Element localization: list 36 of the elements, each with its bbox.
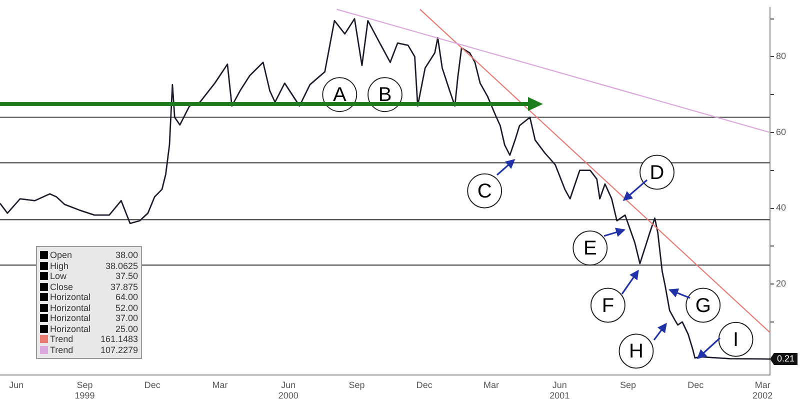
annotation: I <box>733 328 739 351</box>
annotation: H <box>628 340 644 363</box>
text: Horizontal 37.00 <box>50 313 138 324</box>
y-tick-label: 60 <box>776 126 786 137</box>
annotation: C <box>477 180 492 202</box>
x-tick-label: Jun 2001 <box>550 380 570 399</box>
annotation: 0.21 <box>777 354 795 364</box>
x-tick-label: Dec <box>144 380 161 390</box>
annotation: A <box>332 84 347 106</box>
annotation: E <box>583 238 597 260</box>
text: Horizontal 25.00 <box>50 324 138 334</box>
annotation: G <box>695 294 711 317</box>
annotation: F <box>602 294 614 317</box>
x-tick-label: Sep <box>620 380 636 390</box>
text: Horizontal 52.00 <box>50 302 138 313</box>
text: Open 38.00 <box>50 250 138 260</box>
text: Trend 161.1483 <box>50 334 138 344</box>
text: High 38.0625 <box>50 260 138 271</box>
x-tick-label: Mar <box>212 380 228 390</box>
text: Close 37.875 <box>50 282 138 292</box>
x-tick-label: Dec <box>688 380 704 390</box>
x-tick-label: Dec <box>416 380 433 390</box>
x-tick-label: Sep 1999 <box>74 380 95 399</box>
x-tick-label: Mar 2002 <box>752 380 773 399</box>
x-tick-label: Jun <box>9 380 24 390</box>
y-tick-label: 20 <box>776 278 786 289</box>
x-tick-label: Sep <box>348 380 365 390</box>
text: Low 37.50 <box>50 271 138 282</box>
x-tick-label: Mar <box>484 380 500 390</box>
text: Trend 107.2279 <box>50 344 138 355</box>
annotation: B <box>378 84 392 106</box>
y-tick-label: 80 <box>776 51 786 62</box>
x-tick-label: Jun 2000 <box>278 380 298 399</box>
y-tick-label: 40 <box>776 202 786 213</box>
text: Horizontal 64.00 <box>50 292 138 302</box>
annotation: D <box>650 162 664 184</box>
